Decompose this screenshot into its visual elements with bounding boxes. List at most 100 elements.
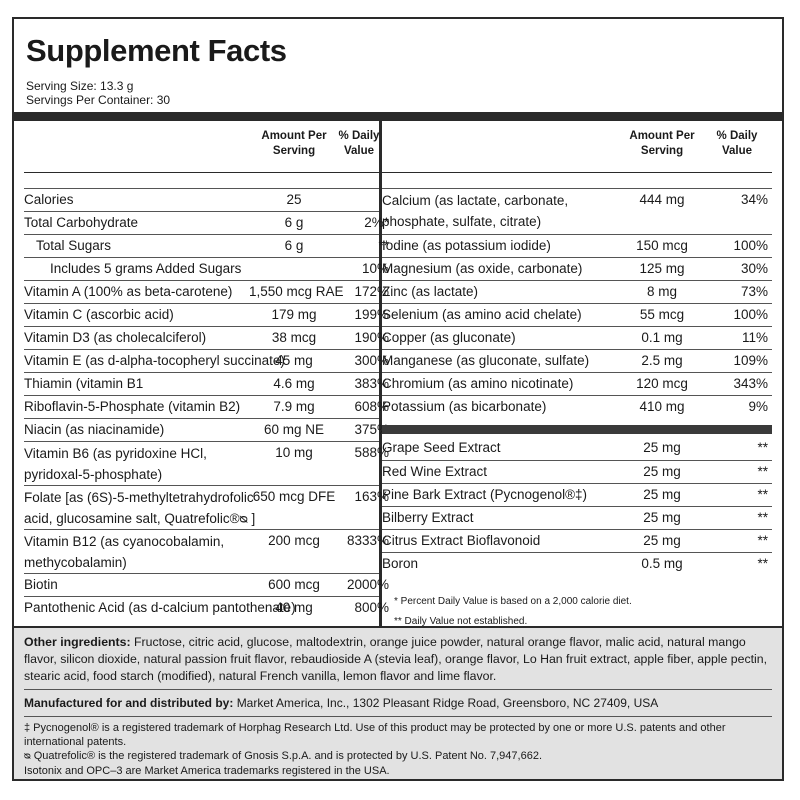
nutrient-amount: 600 mcg [268,577,320,592]
nutrient-amount: 200 mcg [268,533,320,548]
nutrient-row: Biotin 600 mcg 2000% [24,573,389,596]
nutrient-amount: 150 mcg [636,238,688,253]
nutrient-amount: 444 mg [639,192,685,207]
nutrient-amount: 2.5 mg [641,353,683,368]
nutrient-name: Chromium (as amino nicotinate) [382,376,574,391]
nutrient-name: Citrus Extract Bioflavonoid [382,533,541,548]
nutrient-row: Calories 25 [24,188,379,211]
other-ingredients-label: Other ingredients: [24,635,131,649]
nutrient-daily-value: 100% [733,307,768,322]
nutrient-daily-value: 10% [361,261,389,276]
nutrient-amount: 40 mg [275,600,313,615]
nutrient-daily-value: 375% [354,422,389,437]
nutrient-daily-value: 800% [354,600,389,615]
nutrient-daily-value: 2%* [364,215,389,230]
nutrient-name: Copper (as gluconate) [382,330,516,345]
nutrient-amount: 4.6 mg [273,376,315,391]
trademark-note-isotonix: Isotonix and OPC–3 are Market America tr… [24,765,390,777]
nutrient-name: Zinc (as lactate) [382,284,479,299]
nutrient-amount: 55 mcg [639,307,685,322]
trademark-note-quatrefolic: ᴓ Quatrefolic® is the registered tradema… [24,750,543,762]
nutrient-daily-value: ** [378,238,389,253]
nutrient-row: Manganese (as gluconate, sulfate) 2.5 mg 1… [382,349,772,372]
nutrient-daily-value: 8333% [346,533,389,548]
nutrient-name: Riboflavin-5-Phosphate (vitamin B2) [24,399,241,414]
nutrient-daily-value: ** [757,464,768,479]
header-text: % Daily [716,130,758,142]
nutrient-name: Red Wine Extract [382,464,488,479]
manufacturer-text: Market America, Inc., 1302 Pleasant Ridg… [236,696,659,710]
nutrient-name: Total Sugars [36,238,112,253]
nutrient-daily-value: 30% [740,261,768,276]
nutrient-amount: 6 g [284,238,304,253]
nutrient-name: Folate [as (6S)-5-methyltetrahydrofolic … [24,490,256,526]
nutrient-name: Niacin (as niacinamide) [24,422,165,437]
header-text: Serving [640,145,684,157]
nutrient-name: Pine Bark Extract (Pycnogenol®‡) [382,487,588,502]
nutrient-daily-value: ** [757,510,768,525]
nutrient-row: Vitamin A (100% as beta-carotene) 1,550 m… [24,280,389,303]
footnote-dv: * Percent Daily Value is based on a 2,00… [394,596,632,607]
section-divider [382,425,772,434]
manufacturer: Manufactured for and distributed by: Mar… [24,695,774,712]
nutrient-daily-value: 163% [354,489,389,504]
nutrient-daily-value: 190% [354,330,389,345]
nutrient-amount: 25 mg [643,533,681,548]
nutrient-daily-value: 172% [354,284,389,299]
column-divider [379,121,382,626]
nutrient-row: Citrus Extract Bioflavonoid 25 mg ** [382,529,772,552]
nutrient-row: Zinc (as lactate) 8 mg 73% [382,280,772,303]
nutrient-amount: 120 mcg [636,376,688,391]
thick-divider [14,112,782,121]
manufacturer-label: Manufactured for and distributed by: [24,696,234,710]
nutrient-name: Vitamin D3 (as cholecalciferol) [24,330,207,345]
nutrient-name: Vitamin C (ascorbic acid) [24,307,174,322]
nutrient-row: Calcium (as lactate, carbonate, phosphat… [382,188,772,234]
nutrient-row: Boron 0.5 mg ** [382,552,772,575]
nutrient-amount: 45 mg [275,353,313,368]
nutrient-daily-value: 100% [733,238,768,253]
panel-title: Supplement Facts [26,33,287,68]
nutrient-row: Niacin (as niacinamide) 60 mg NE 375% [24,418,389,441]
nutrient-row: Iodine (as potassium iodide) 150 mcg 100% [382,234,772,257]
header-text: Amount Per [629,130,695,142]
nutrient-name: Calories [24,192,74,207]
nutrient-daily-value: 9% [748,399,768,414]
nutrient-row: Chromium (as amino nicotinate) 120 mcg 343… [382,372,772,395]
nutrient-row: Bilberry Extract 25 mg ** [382,506,772,529]
nutrient-daily-value: 343% [733,376,768,391]
nutrient-daily-value: ** [757,556,768,571]
nutrient-row: Vitamin E (as d-alpha-tocopheryl succina… [24,349,389,372]
nutrient-name: Vitamin B12 (as cyanocobalamin, methycob… [24,534,225,570]
nutrient-amount: 6 g [284,215,304,230]
nutrient-row: Pine Bark Extract (Pycnogenol®‡) 25 mg ** [382,483,772,506]
nutrient-amount: 650 mcg DFE [252,489,336,504]
nutrient-row: Thiamin (vitamin B1 4.6 mg 383% [24,372,389,395]
nutrient-amount: 10 mg [275,445,313,460]
nutrient-amount: 1,550 mcg RAE [249,284,344,299]
nutrient-name: Calcium (as lactate, carbonate, phosphat… [382,193,569,229]
nutrient-row: Folate [as (6S)-5-methyltetrahydrofolic … [24,485,389,529]
nutrient-name: Vitamin B6 (as pyridoxine HCl, pyridoxal… [24,446,207,482]
nutrient-name: Pantothenic Acid (as d-calcium pantothen… [24,600,296,615]
nutrient-row: Total Carbohydrate 6 g 2%* [24,211,389,234]
other-ingredients: Other ingredients: Fructose, citric acid… [24,634,774,685]
nutrient-daily-value: 588% [354,445,389,460]
header-text: Value [721,145,753,157]
nutrient-name: Selenium (as amino acid chelate) [382,307,582,322]
daily-value-header: % Daily Value [329,129,389,159]
nutrient-name: Iodine (as potassium iodide) [382,238,551,253]
nutrient-name: Magnesium (as oxide, carbonate) [382,261,583,276]
nutrient-row: Riboflavin-5-Phosphate (vitamin B2) 7.9 m… [24,395,389,418]
supplement-facts-panel: Supplement Facts Serving Size: 13.3 g Se… [12,17,784,781]
nutrient-amount: 25 mg [643,487,681,502]
nutrient-row: Red Wine Extract 25 mg ** [382,460,772,483]
nutrient-amount: 38 mcg [271,330,317,345]
header-text: Value [343,145,375,157]
nutrient-amount: 25 [286,192,302,207]
nutrient-amount: 179 mg [271,307,317,322]
nutrient-row: Selenium (as amino acid chelate) 55 mcg 10… [382,303,772,326]
nutrient-daily-value: 109% [733,353,768,368]
nutrient-daily-value: 73% [740,284,768,299]
other-ingredients-section: Other ingredients: Fructose, citric acid… [14,626,782,779]
